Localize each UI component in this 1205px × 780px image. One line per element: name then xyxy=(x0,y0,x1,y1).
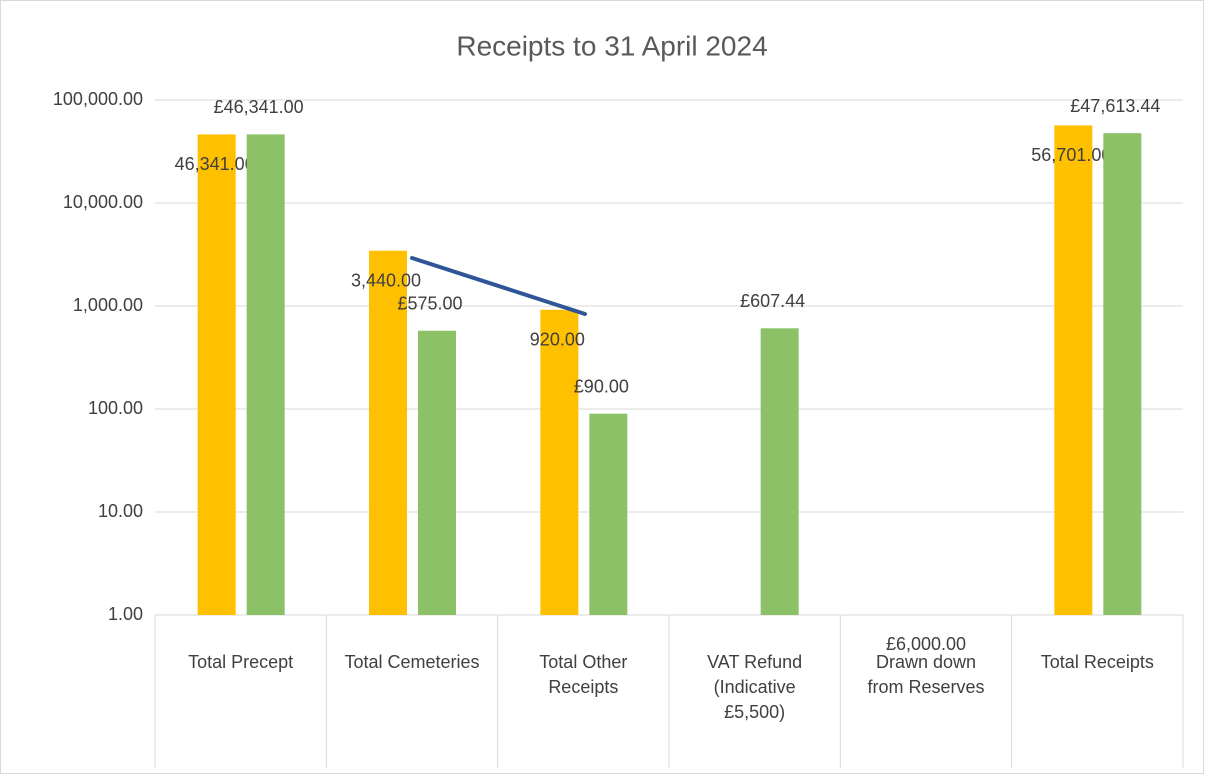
x-tick-label: Drawn down from Reserves xyxy=(867,652,985,697)
data-label: 56,701.00 xyxy=(1031,145,1111,165)
data-label: 46,341.00 xyxy=(175,154,255,174)
bar xyxy=(540,309,579,615)
y-tick-label: 100,000.00 xyxy=(53,89,143,109)
x-tick-label: Total Other Receipts xyxy=(539,652,628,697)
annotation-line xyxy=(410,256,587,316)
bar xyxy=(1054,125,1093,615)
data-label: £575.00 xyxy=(397,294,462,314)
bar xyxy=(418,330,456,615)
y-tick-label: 1.00 xyxy=(108,604,143,624)
data-label: £47,613.44 xyxy=(1070,96,1160,116)
y-tick-label: 10.00 xyxy=(98,501,143,521)
x-tick-label-box: Total Other Receipts xyxy=(539,652,628,697)
bar xyxy=(1103,133,1142,616)
data-label: £6,000.00 xyxy=(886,634,966,654)
y-tick-label: 1,000.00 xyxy=(73,295,143,315)
y-tick-label: 10,000.00 xyxy=(63,192,143,212)
bar xyxy=(369,250,407,615)
data-label: 3,440.00 xyxy=(351,270,421,290)
chart-title: Receipts to 31 April 2024 xyxy=(456,30,767,61)
x-tick-label-box: Drawn down from Reserves xyxy=(867,652,985,697)
x-tick-label: Total Precept xyxy=(188,652,294,672)
bar xyxy=(197,134,236,615)
data-label: 920.00 xyxy=(530,329,585,349)
x-tick-label-box: VAT Refund (Indicative £5,500) xyxy=(707,652,803,722)
data-label: £46,341.00 xyxy=(214,97,304,117)
data-label: £607.44 xyxy=(740,291,805,311)
bar xyxy=(589,413,628,615)
y-tick-label: 100.00 xyxy=(88,398,143,418)
x-tick-label: Total Cemeteries xyxy=(344,652,480,672)
bar xyxy=(760,328,799,615)
x-tick-label-box: Total Cemeteries xyxy=(344,652,480,672)
x-tick-label: Total Receipts xyxy=(1040,652,1154,672)
data-label: £90.00 xyxy=(574,376,629,396)
x-tick-label: VAT Refund (Indicative £5,500) xyxy=(707,652,803,722)
x-tick-label-box: Total Receipts xyxy=(1040,652,1154,672)
bar xyxy=(246,134,285,615)
x-tick-label-box: Total Precept xyxy=(188,652,294,672)
